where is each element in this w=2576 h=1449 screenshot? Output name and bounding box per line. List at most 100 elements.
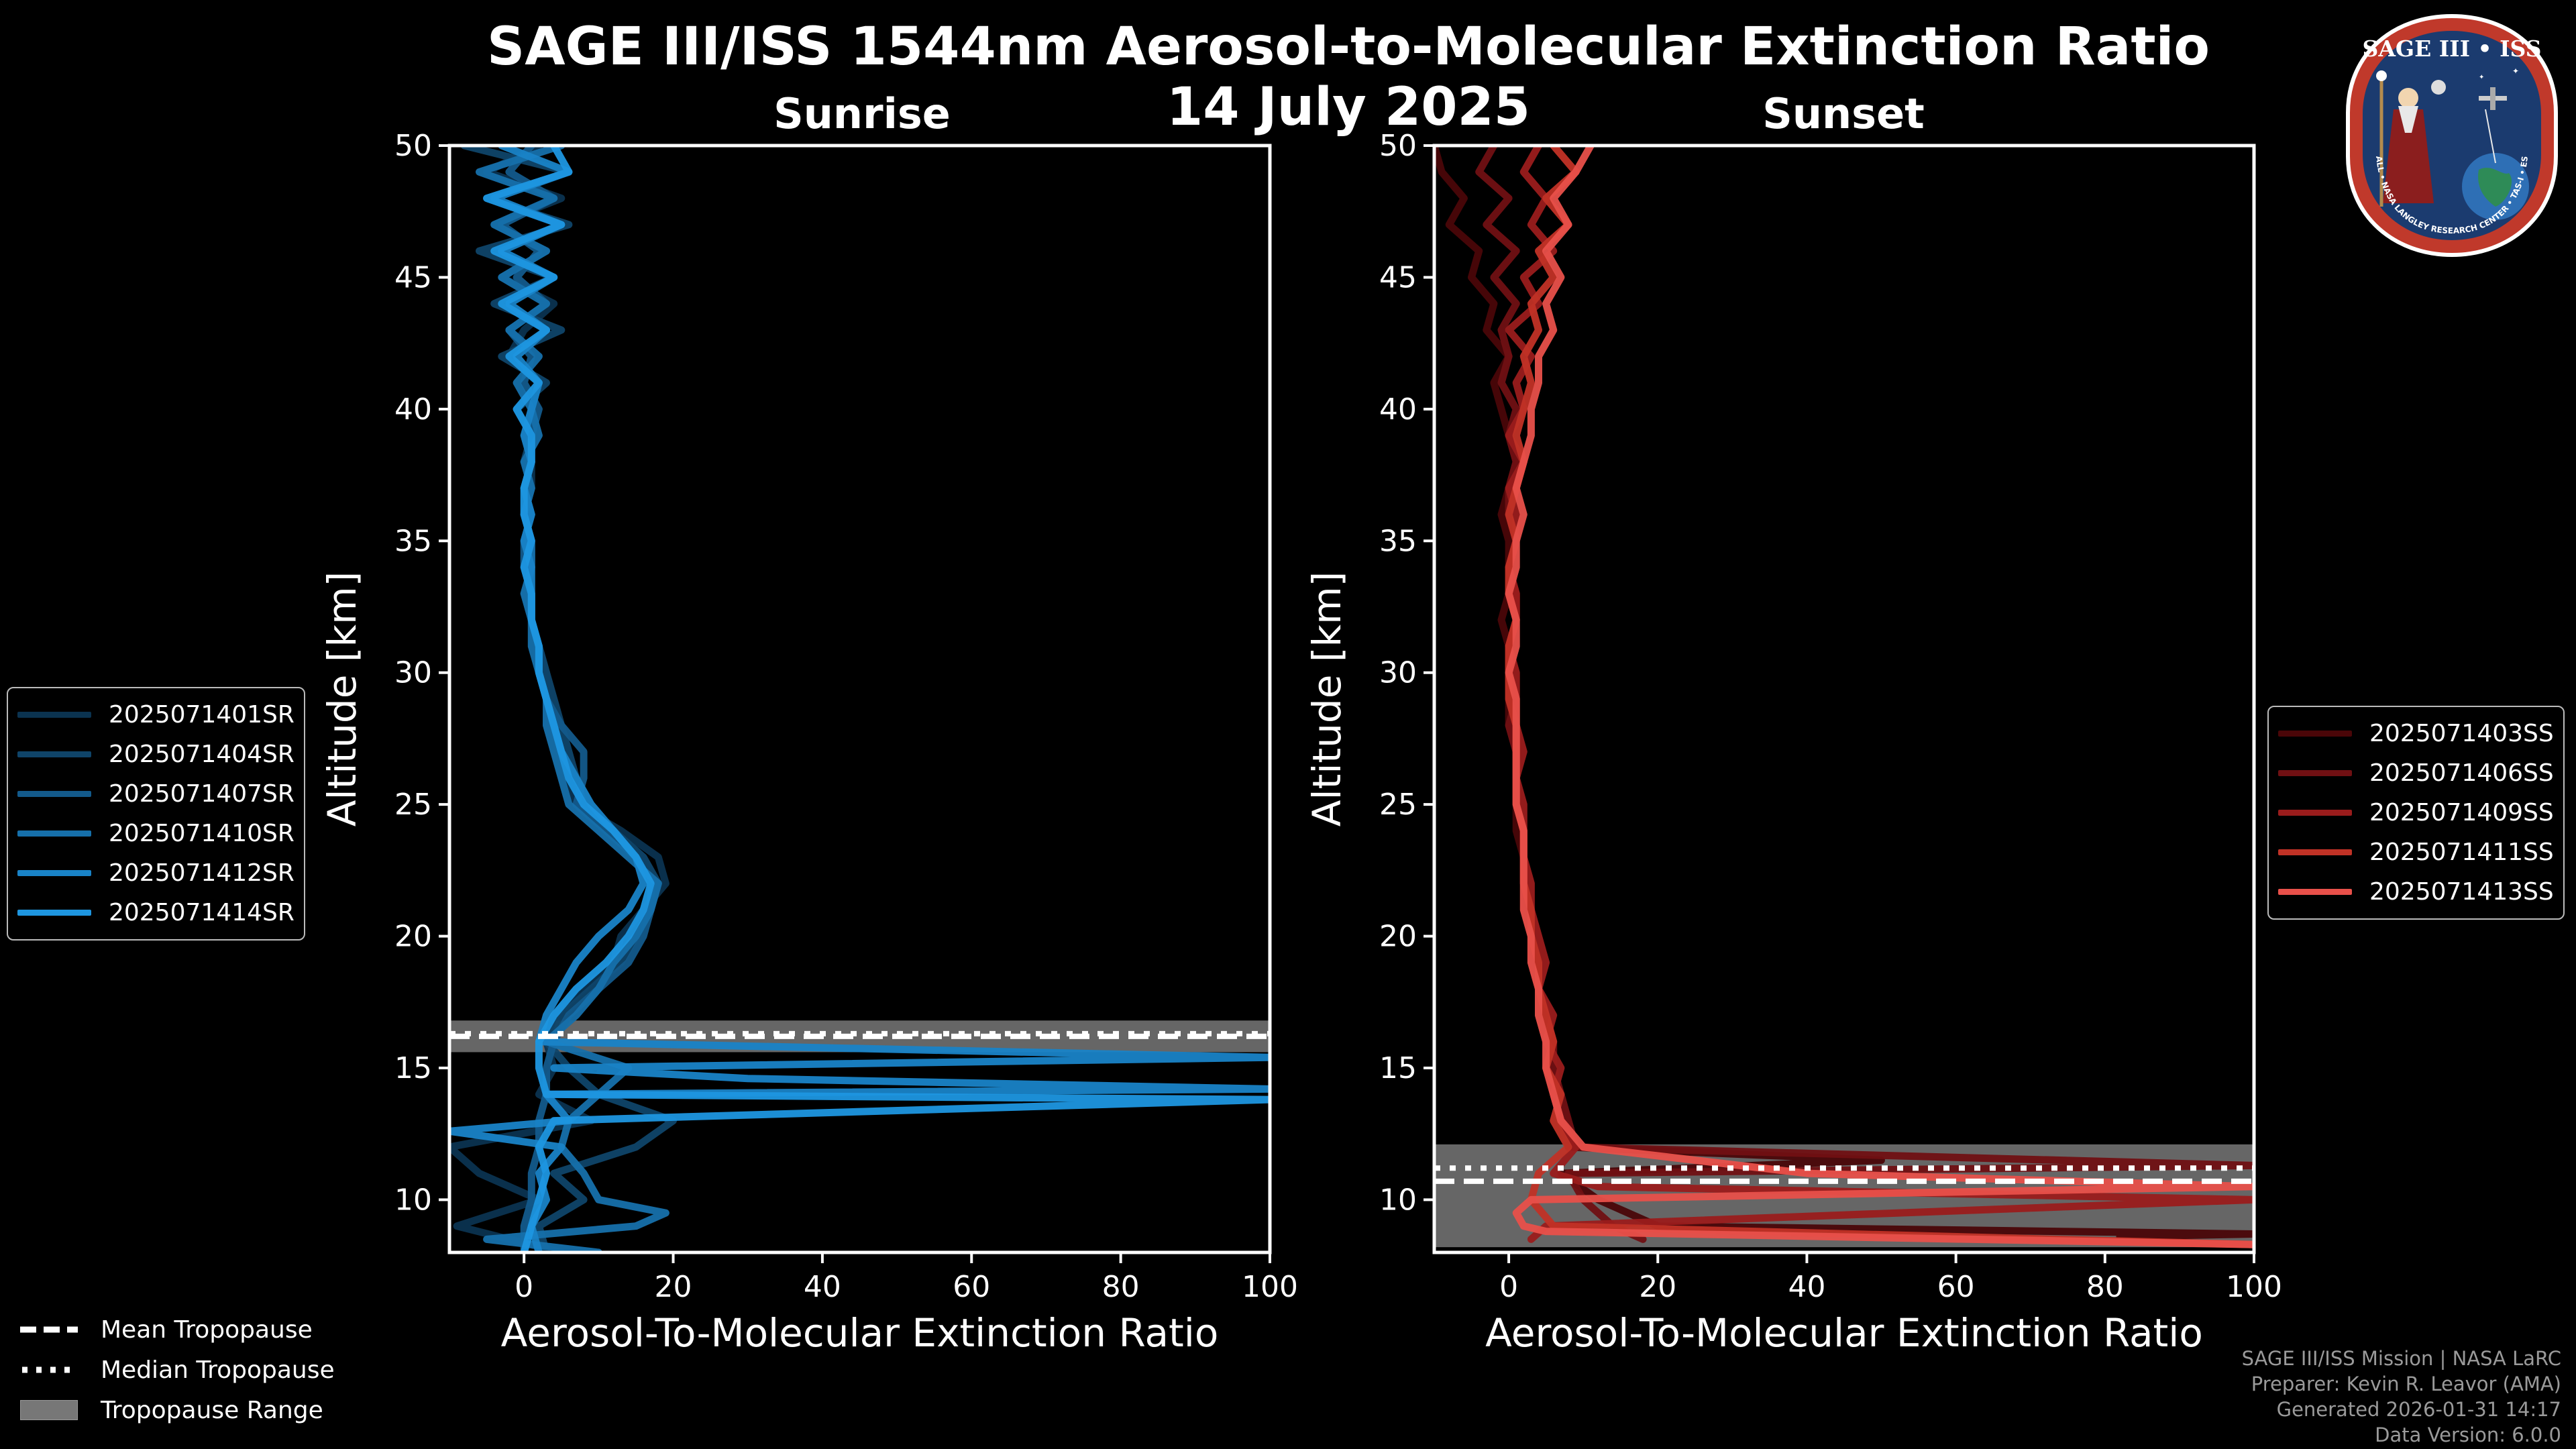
credit-mission: SAGE III/ISS Mission | NASA LaRC [2241, 1347, 2561, 1370]
y-tick-label: 35 [394, 524, 432, 558]
credit-generated: Generated 2026-01-31 14:17 [2276, 1398, 2561, 1421]
legend-entry: 2025071411SS [2278, 833, 2554, 872]
legend-label: 2025071403SS [2369, 720, 2554, 747]
y-tick-label: 45 [1379, 260, 1417, 294]
legend-entry: 2025071401SR [17, 695, 294, 735]
legend-swatch [2278, 770, 2352, 776]
legend-entry: 2025071410SR [17, 814, 294, 853]
moon-icon [2431, 80, 2446, 95]
y-tick-label: 50 [1379, 129, 1417, 163]
y-axis-label: Altitude [km] [1304, 572, 1350, 826]
legend-median-tropopause-label: Median Tropopause [101, 1356, 335, 1384]
x-axis-label: Aerosol-To-Molecular Extinction Ratio [1485, 1310, 2203, 1356]
plot-sunrise: 0 20 40 60 80 100 10 15 20 25 30 35 40 45 50 Aerosol-To… [319, 129, 1298, 1356]
chart-title: SAGE III/ISS 1544nm Aerosol-to-Molecular… [487, 17, 2210, 77]
legend-swatch [2278, 849, 2352, 855]
svg-text:✦: ✦ [2512, 66, 2519, 76]
y-tick-label: 20 [1379, 920, 1417, 954]
x-tick-label: 40 [1788, 1270, 1825, 1304]
profile-line-2025071406SS [1475, 146, 2254, 1243]
profile-line-2025071414SR [483, 146, 1270, 1252]
legend-label: 2025071407SR [109, 780, 294, 808]
profile-line-2025071410SR [476, 146, 669, 1252]
x-tick-label: 20 [655, 1270, 692, 1304]
legend-label: 2025071412SR [109, 859, 294, 887]
credit-version: Data Version: 6.0.0 [2375, 1424, 2561, 1446]
legend-entry: 2025071412SR [17, 853, 294, 893]
y-tick-label: 10 [1379, 1183, 1417, 1217]
legend-entry: 2025071413SS [2278, 872, 2554, 912]
dashed-line-swatch [20, 1326, 78, 1333]
x-tick-label: 60 [1937, 1270, 1975, 1304]
legend-swatch [2278, 810, 2352, 816]
legend-label: 2025071409SS [2369, 799, 2554, 826]
profile-line-2025071411SS [1505, 146, 2254, 1248]
tropopause-legend: Mean Tropopause Median Tropopause Tropop… [20, 1309, 335, 1430]
legend-label: 2025071401SR [109, 701, 294, 729]
legend-swatch [17, 830, 91, 837]
x-tick-label: 80 [2086, 1270, 2124, 1304]
sage-iii-iss-mission-patch: SAGE III • ISS ✦ ✦ BALL • NASA LANGLEY R… [2341, 12, 2558, 258]
legend-entry: 2025071407SR [17, 774, 294, 814]
profile-line-2025071409SS [1505, 146, 2254, 1243]
x-tick-label: 0 [515, 1270, 533, 1304]
profile-line-2025071413SS [1505, 146, 2254, 1248]
y-tick-label: 50 [394, 129, 432, 163]
plot-area-sunset [1434, 146, 2254, 1248]
legend-entry: 2025071409SS [2278, 793, 2554, 833]
credit-preparer: Preparer: Kevin R. Leavor (AMA) [2251, 1373, 2561, 1395]
profile-line-2025071404SR [460, 146, 677, 1252]
legend-tropopause-range-label: Tropopause Range [101, 1396, 323, 1424]
legend-label: 2025071410SR [109, 820, 294, 847]
legend-sunset: 2025071403SS 2025071406SS 2025071409SS 2025… [2267, 706, 2565, 920]
legend-label: 2025071411SS [2369, 839, 2554, 866]
legend-mean-tropopause-label: Mean Tropopause [101, 1316, 313, 1344]
panel-title-sunset: Sunset [1762, 89, 1925, 138]
legend-entry: 2025071406SS [2278, 753, 2554, 793]
x-axis-label: Aerosol-To-Molecular Extinction Ratio [501, 1310, 1219, 1356]
legend-entry: 2025071414SR [17, 893, 294, 932]
sage-figure-icon [2376, 70, 2434, 207]
panel-title-sunrise: Sunrise [773, 89, 951, 138]
legend-label: 2025071414SR [109, 899, 294, 926]
legend-swatch [2278, 889, 2352, 895]
legend-swatch [17, 870, 91, 876]
legend-entry: 2025071404SR [17, 735, 294, 774]
x-tick-label: 100 [2226, 1270, 2282, 1304]
chart-date: 14 July 2025 [1166, 77, 1531, 138]
legend-tropopause-range: Tropopause Range [20, 1390, 335, 1430]
y-tick-label: 20 [394, 920, 432, 954]
legend-entry: 2025071403SS [2278, 714, 2554, 753]
y-tick-label: 10 [394, 1183, 432, 1217]
y-tick-label: 15 [394, 1051, 432, 1085]
plot-area-sunrise [449, 146, 1270, 1252]
legend-label: 2025071406SS [2369, 759, 2554, 787]
plot-sunset: 0 20 40 60 80 100 10 15 20 25 30 35 40 45 50 Aerosol-To… [1304, 129, 2282, 1356]
range-swatch [20, 1400, 78, 1420]
legend-swatch [17, 751, 91, 757]
legend-label: 2025071404SR [109, 741, 294, 768]
x-tick-label: 100 [1242, 1270, 1298, 1304]
plot-frame-sunset [1432, 144, 2256, 1254]
credits: SAGE III/ISS Mission | NASA LaRC Prepare… [2242, 1346, 2561, 1448]
dotted-line-swatch [22, 1366, 78, 1373]
iss-icon [2479, 87, 2507, 164]
plot-frame-sunrise [447, 144, 1272, 1254]
x-tick-label: 80 [1102, 1270, 1140, 1304]
legend-swatch [17, 712, 91, 718]
x-tick-label: 20 [1639, 1270, 1676, 1304]
x-tick-label: 0 [1499, 1270, 1518, 1304]
y-tick-label: 35 [1379, 524, 1417, 558]
legend-mean-tropopause: Mean Tropopause [20, 1309, 335, 1350]
x-tick-label: 40 [804, 1270, 841, 1304]
y-axis-label: Altitude [km] [319, 572, 365, 826]
svg-text:✦: ✦ [2479, 74, 2484, 81]
legend-label: 2025071413SS [2369, 878, 2554, 906]
y-tick-label: 15 [1379, 1051, 1417, 1085]
profile-line-2025071412SR [449, 146, 1270, 1252]
legend-swatch [17, 910, 91, 916]
legend-swatch [2278, 731, 2352, 737]
y-tick-label: 25 [394, 788, 432, 822]
y-tick-label: 30 [394, 656, 432, 690]
